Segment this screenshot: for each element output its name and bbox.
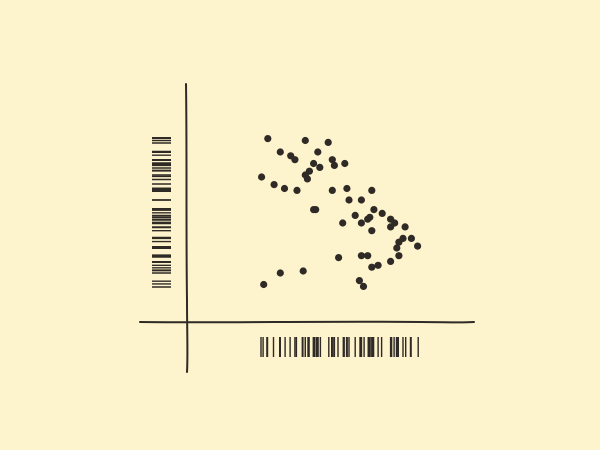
scatter-point	[330, 161, 338, 169]
scatter-point	[401, 223, 409, 231]
scatter-point	[258, 173, 266, 181]
scatter-point	[368, 263, 376, 271]
scatter-point	[357, 219, 365, 227]
scatter-point	[328, 156, 336, 164]
scatter-point	[368, 227, 376, 235]
scatter-point	[270, 181, 278, 189]
scatter-point	[364, 252, 372, 260]
scatter-point	[366, 213, 374, 221]
axes	[139, 83, 475, 373]
scatter-point	[324, 138, 332, 146]
scatter-point	[291, 156, 299, 164]
scatter-point	[293, 186, 301, 194]
scatter-point	[339, 219, 347, 227]
scatter-point	[357, 252, 365, 260]
scatter-point	[310, 206, 318, 214]
scatter-point	[310, 159, 318, 168]
scatter-point	[378, 209, 386, 217]
scatter-point	[407, 234, 415, 242]
scatter-point	[370, 206, 378, 214]
y-axis-line	[185, 83, 189, 373]
scatter-point	[341, 159, 349, 168]
scatter-point	[328, 186, 336, 194]
scatter-point	[414, 242, 422, 250]
scatter-point	[260, 280, 268, 289]
scatter-point	[359, 282, 368, 290]
scatter-point	[357, 196, 365, 204]
scatter-point	[345, 196, 353, 204]
scatter-point	[393, 244, 401, 252]
scatter-point	[280, 184, 289, 193]
scatter-point	[299, 267, 307, 275]
scatter-point	[395, 238, 403, 246]
scatter-point	[301, 136, 309, 145]
scatter-point	[368, 186, 376, 194]
scatter-point	[387, 223, 395, 231]
scatter-point	[374, 261, 382, 269]
y-rug	[152, 137, 171, 288]
scatter-point	[264, 135, 272, 143]
scatter-points	[258, 135, 422, 290]
scatter-point	[343, 184, 351, 193]
scatter-point	[351, 211, 359, 219]
scatter-point	[316, 163, 324, 171]
scatter-point	[395, 252, 403, 260]
x-axis-line	[139, 320, 475, 324]
scatter-point	[335, 254, 343, 262]
scatter-point	[303, 175, 311, 183]
x-rug	[260, 337, 419, 357]
scatter-point	[387, 257, 395, 265]
scatter-point	[355, 277, 363, 285]
scatter-point	[276, 269, 284, 277]
scatter-point	[276, 148, 284, 156]
scatter-point	[314, 148, 322, 156]
